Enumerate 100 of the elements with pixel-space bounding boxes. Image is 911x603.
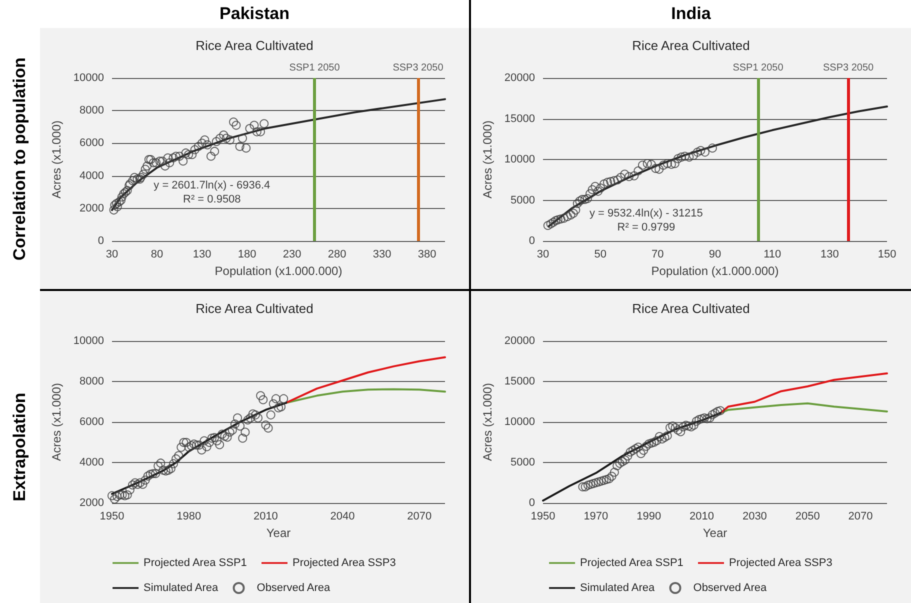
x-tick-label: 130 xyxy=(192,248,212,260)
y-axis-title: Acres (x1.000) xyxy=(480,120,495,199)
x-tick-label: 230 xyxy=(282,248,302,260)
point xyxy=(245,124,254,134)
point xyxy=(654,164,664,174)
point xyxy=(623,452,632,461)
y-tick-label: 2000 xyxy=(80,497,104,509)
x-tick-label: 30 xyxy=(536,248,550,260)
point xyxy=(684,422,694,431)
point xyxy=(580,194,590,204)
y-tick-label: 20000 xyxy=(504,72,535,84)
y-axis-title: Acres (x1.000) xyxy=(50,120,64,199)
point xyxy=(642,159,652,168)
point xyxy=(546,219,556,228)
point xyxy=(117,192,126,202)
point xyxy=(686,422,696,432)
point xyxy=(210,146,220,156)
y-tick-label: 8000 xyxy=(80,104,104,117)
point xyxy=(571,206,580,215)
point xyxy=(109,206,118,215)
point xyxy=(250,120,259,130)
point xyxy=(647,438,656,448)
ref-line-label: SSP1 2050 xyxy=(289,62,340,74)
point xyxy=(684,152,694,162)
x-tick-label: 30 xyxy=(106,248,118,260)
point xyxy=(202,140,212,150)
point xyxy=(235,142,244,151)
point xyxy=(168,153,178,162)
point xyxy=(700,413,709,422)
point xyxy=(130,172,139,182)
y-tick-label: 4000 xyxy=(80,170,104,182)
x-tick-label: 50 xyxy=(594,248,606,260)
ref-line-label: SSP3 2050 xyxy=(822,62,874,74)
point xyxy=(590,182,600,191)
x-tick-label: 70 xyxy=(652,248,664,260)
point xyxy=(184,150,193,160)
point xyxy=(112,199,121,208)
point xyxy=(568,208,578,218)
annotation: R² = 0.9799 xyxy=(617,221,676,234)
point xyxy=(586,189,595,198)
point xyxy=(128,176,138,186)
point xyxy=(562,212,572,222)
x-tick-label: 2050 xyxy=(795,510,820,522)
point xyxy=(674,154,683,164)
point xyxy=(710,408,720,418)
point xyxy=(142,162,152,171)
y-axis-title: Acres (x1.000) xyxy=(480,382,495,462)
point xyxy=(670,423,680,432)
point xyxy=(146,155,156,164)
point xyxy=(580,482,590,492)
legend-label: Projected Area SSP3 xyxy=(729,557,832,569)
y-tick-label: 8000 xyxy=(80,376,104,388)
y-tick-label: 0 xyxy=(528,497,535,509)
point xyxy=(165,158,174,168)
point xyxy=(578,482,588,492)
point xyxy=(566,210,576,220)
point xyxy=(670,159,680,168)
legend-label: Simulated Area xyxy=(144,582,220,594)
point xyxy=(122,186,132,195)
chart-title: Rice Area Cultivated xyxy=(196,301,314,316)
point xyxy=(222,134,231,143)
point xyxy=(588,479,598,488)
point xyxy=(124,181,134,190)
point xyxy=(650,438,659,447)
point xyxy=(114,197,124,206)
line-series xyxy=(285,388,446,404)
x-tick-label: 2070 xyxy=(407,510,432,522)
point xyxy=(594,186,603,196)
point xyxy=(694,415,704,424)
point xyxy=(583,480,592,490)
point xyxy=(112,202,122,212)
point xyxy=(654,432,664,442)
x-tick-label: 1950 xyxy=(530,510,556,522)
point xyxy=(155,156,164,166)
point xyxy=(160,162,170,171)
point xyxy=(252,127,262,136)
x-tick-label: 150 xyxy=(878,248,896,260)
point xyxy=(548,218,558,227)
point xyxy=(638,160,647,170)
x-tick-label: 2070 xyxy=(848,510,873,522)
point xyxy=(678,422,688,432)
point xyxy=(119,189,128,198)
x-tick-label: 1980 xyxy=(176,510,202,522)
point xyxy=(116,196,126,205)
point xyxy=(646,160,656,169)
point xyxy=(152,158,161,168)
point xyxy=(651,164,660,173)
point xyxy=(660,432,670,442)
point xyxy=(644,439,654,448)
point xyxy=(190,145,200,154)
point xyxy=(666,160,676,169)
point xyxy=(693,148,702,157)
point xyxy=(662,159,672,168)
point xyxy=(612,461,622,470)
line-series xyxy=(719,402,888,414)
point xyxy=(596,184,606,193)
point xyxy=(603,178,612,187)
point xyxy=(144,155,154,164)
point xyxy=(689,150,698,160)
point xyxy=(616,172,626,182)
